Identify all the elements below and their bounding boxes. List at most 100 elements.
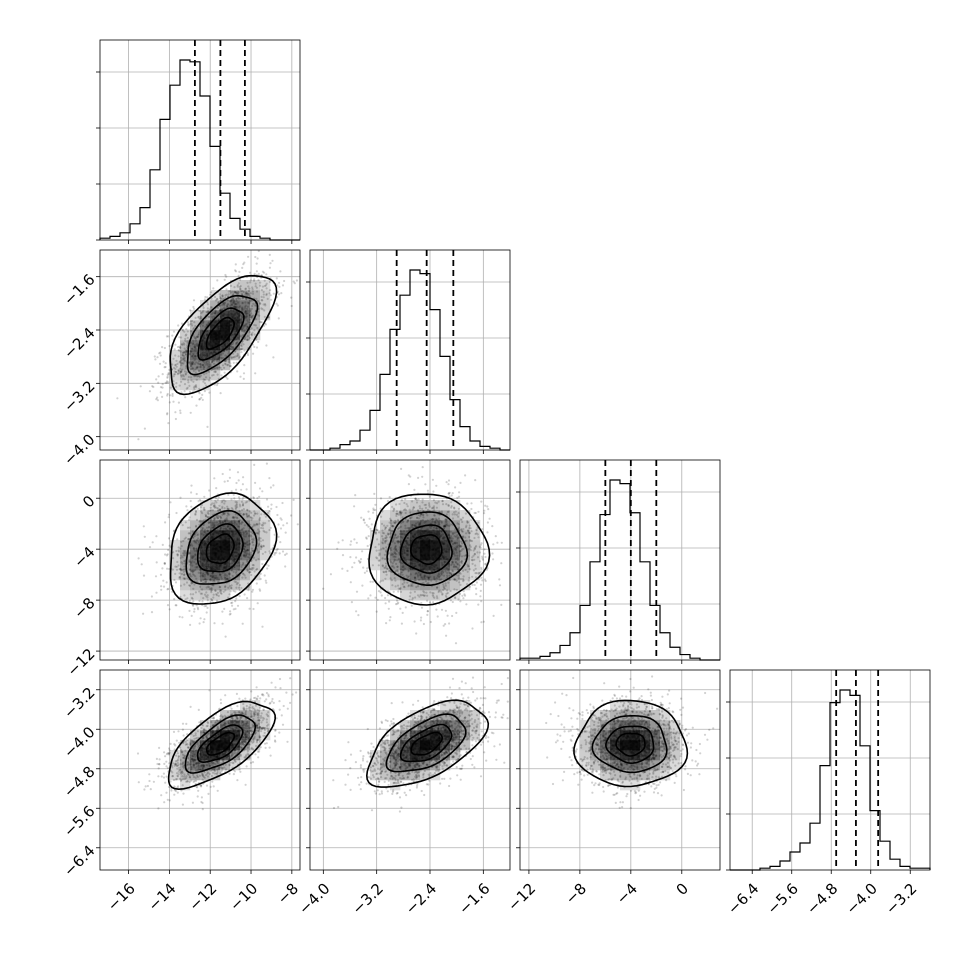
panel-1-0-sample-516 [223, 301, 227, 304]
panel-2-0-sample-1225 [198, 622, 201, 625]
panel-1-0-sample-837 [214, 331, 217, 334]
panel-2-0-sample-128 [236, 604, 240, 607]
panel-2-1-density-11-14 [420, 510, 431, 521]
panel-3-1-density-10-9 [410, 770, 421, 781]
panel-1-0-sample-243 [198, 325, 201, 328]
panel-2-0-sample-1414 [211, 575, 214, 578]
panel-2-1-sample-262 [374, 503, 377, 506]
panel-1-0-sample-890 [179, 370, 182, 373]
panel-1-0-sample-1304 [241, 297, 244, 300]
panel-2-1-sample-722 [498, 584, 502, 587]
panel-3-0-density-10-13 [200, 730, 211, 741]
panel-2-1-sample-1077 [413, 544, 417, 547]
panel-2-0-sample-1129 [214, 576, 217, 580]
panel-2-1-sample-772 [394, 552, 397, 555]
panel-2-0-density-14-9 [240, 560, 251, 571]
panel-1-0-sample-1575 [175, 359, 178, 362]
panel-2-1-density-13-11 [440, 540, 451, 551]
panel-1-0-sample-649 [224, 294, 227, 297]
panel-2-1-sample-903 [376, 598, 379, 601]
panel-1-0-sample-1499 [163, 366, 166, 369]
panel-1-0-sample-1420 [232, 297, 235, 301]
panel-1-0-sample-1009 [161, 386, 164, 389]
panel-1-0-sample-170 [177, 355, 180, 358]
panel-2-0-sample-735 [268, 550, 271, 553]
panel-2-0-density-10-14 [200, 510, 211, 521]
panel-2-1-sample-1099 [433, 569, 436, 572]
panel-1-0-sample-696 [194, 337, 197, 340]
panel-1-0-sample-944 [214, 351, 217, 354]
panel-2-0-sample-1508 [238, 586, 241, 589]
panel-1-0-sample-353 [263, 315, 266, 318]
panel-2-0-sample-1540 [216, 549, 219, 553]
panel-1-0-sample-750 [194, 343, 197, 347]
panel-1-0-sample-1265 [221, 352, 225, 355]
panel-3-0-density-7-10 [170, 760, 181, 771]
panel-1-0-sample-891 [245, 307, 249, 310]
panel-2-1-sample-24 [355, 610, 358, 613]
panel-2-1-sample-1169 [361, 584, 364, 587]
panel-2-0-sample-1564 [250, 535, 253, 538]
panel-1-0-sample-323 [208, 342, 211, 345]
panel-2-0-sample-1342 [211, 579, 214, 582]
panel-1-0-sample-1312 [222, 333, 225, 336]
panel-1-0-sample-1065 [212, 336, 215, 339]
panel-2-1-sample-842 [351, 566, 354, 569]
panel-2-0-sample-215 [223, 607, 226, 611]
panel-2-1-sample-600 [388, 600, 391, 603]
panel-3-1-density-13-12 [440, 740, 451, 751]
panel-2-0-sample-717 [203, 618, 206, 621]
panel-2-0-sample-1559 [229, 612, 232, 615]
panel-2-1-sample-42 [393, 577, 396, 580]
panel-2-1-sample-1150 [394, 545, 397, 549]
panel-1-0-sample-438 [190, 350, 193, 353]
panel-1-0-sample-452 [192, 386, 196, 389]
panel-2-1-sample-603 [431, 520, 434, 523]
panel-2-0-sample-77 [261, 539, 265, 542]
panel-1-0-sample-855 [178, 336, 181, 339]
panel-3-1-density-16-13 [470, 730, 481, 741]
panel-2-1-density-16-12 [470, 530, 481, 541]
panel-1-0-sample-949 [228, 321, 231, 324]
panel-1-0-sample-84 [208, 365, 211, 368]
panel-1-0-sample-1333 [191, 361, 194, 364]
panel-1-0-sample-741 [227, 310, 230, 313]
panel-1-0-sample-540 [184, 334, 187, 337]
panel-1-0-sample-1514 [196, 335, 199, 338]
panel-1-0-sample-1372 [237, 316, 240, 319]
panel-2-1-sample-304 [429, 526, 432, 530]
panel-2-0-sample-1132 [223, 502, 226, 505]
panel-1-0-density-9-13 [190, 310, 201, 321]
panel-2-1-sample-981 [403, 581, 406, 584]
panel-1-0-sample-821 [202, 364, 205, 367]
panel-1-0-sample-1409 [187, 321, 190, 324]
panel-2-1-density-9-9 [400, 560, 411, 571]
panel-2-1-density-7-9 [380, 560, 391, 571]
panel-2-0-sample-658 [241, 576, 244, 579]
panel-1-0-sample-1212 [228, 347, 231, 350]
panel-2-1-sample-901 [459, 552, 462, 556]
panel-1-0-sample-1015 [198, 331, 201, 334]
panel-3-1-density-6-9 [370, 770, 381, 781]
panel-2-0-sample-1165 [250, 573, 253, 577]
panel-2-1-sample-370 [355, 541, 358, 544]
panel-2-0-sample-634 [188, 609, 191, 613]
panel-2-0-sample-1009 [193, 607, 196, 611]
panel-1-0-sample-1435 [195, 342, 198, 345]
panel-1-0-density-9-11 [190, 330, 201, 341]
panel-1-0-sample-62 [203, 365, 206, 369]
panel-2-0-sample-339 [270, 507, 273, 510]
panel-1-0-sample-1269 [211, 344, 214, 347]
panel-2-0-sample-1267 [213, 502, 216, 505]
panel-2-0-sample-214 [194, 510, 198, 514]
panel-1-0-sample-231 [234, 270, 238, 273]
panel-2-0-sample-1007 [226, 555, 229, 558]
panel-1-0-sample-1072 [192, 328, 195, 331]
panel-1-0-sample-1550 [236, 292, 239, 295]
panel-1-0-sample-228 [246, 319, 249, 322]
panel-3-0-density-14-11 [240, 750, 251, 761]
panel-1-0-sample-736 [224, 344, 227, 347]
panel-2-1-sample-885 [410, 525, 413, 529]
panel-2-0-sample-375 [247, 529, 251, 533]
panel-1-0-sample-286 [244, 311, 247, 314]
